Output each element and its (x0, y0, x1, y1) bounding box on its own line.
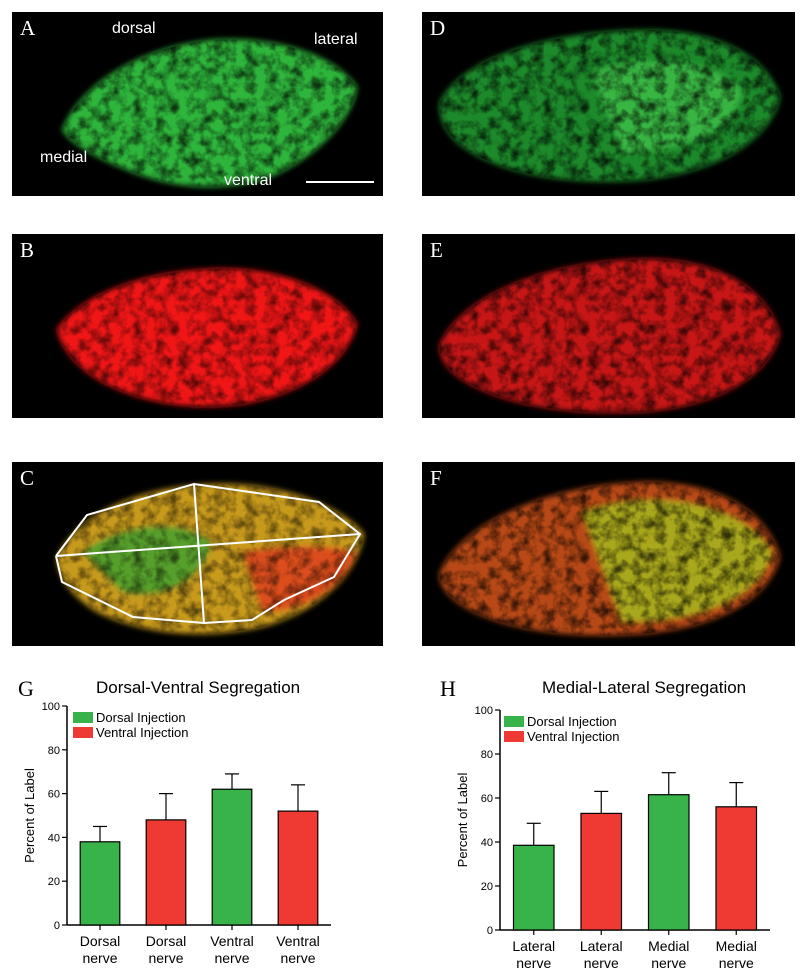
segmentation-outline (55, 482, 362, 625)
bar (145, 819, 187, 926)
y-tick-label: 40 (48, 832, 60, 844)
bar (79, 841, 121, 926)
x-tick-label: nerve (584, 955, 619, 971)
chart-h-letter: H (440, 676, 456, 701)
panel-c-image (55, 482, 364, 634)
x-tick-label: Ventral (276, 933, 320, 949)
legend-label: Ventral Injection (96, 725, 189, 740)
chart-g-letter: G (18, 676, 34, 701)
bar (715, 806, 758, 931)
y-tick-label: 40 (481, 837, 493, 849)
x-tick-label: Dorsal (146, 933, 186, 949)
panel-c: C (12, 462, 383, 646)
y-tick-label: 100 (42, 701, 60, 713)
bar (512, 844, 555, 931)
y-tick-label: 20 (48, 876, 60, 888)
panel-e-letter: E (430, 238, 443, 262)
y-tick-label: 20 (481, 881, 493, 893)
x-tick-label: nerve (280, 950, 315, 966)
panel-d: D (422, 12, 795, 196)
x-tick-label: nerve (214, 950, 249, 966)
dorsal-label: dorsal (112, 20, 156, 37)
x-tick-label: Lateral (580, 938, 623, 954)
y-tick-label: 0 (487, 925, 493, 937)
ventral-label: ventral (224, 172, 273, 189)
x-tick-label: nerve (719, 955, 754, 971)
y-tick-label: 80 (48, 745, 60, 757)
x-tick-label: nerve (516, 955, 551, 971)
y-tick-label: 60 (481, 793, 493, 805)
x-tick-label: Dorsal (80, 933, 120, 949)
panel-a-letter: A (20, 16, 36, 40)
bar (580, 812, 623, 931)
x-tick-label: Medial (648, 938, 689, 954)
y-tick-label: 100 (475, 705, 493, 717)
y-axis-label: Percent of Label (455, 773, 470, 868)
panel-a-dorsal-label: A dorsal lateral medial ventral (12, 12, 383, 196)
legend-swatch (73, 727, 93, 738)
panel-a-image (62, 39, 374, 187)
legend-swatch (73, 712, 93, 723)
panel-b: B (12, 234, 383, 418)
bar (277, 810, 319, 926)
x-tick-label: nerve (82, 950, 117, 966)
y-tick-label: 80 (481, 749, 493, 761)
x-tick-label: Medial (716, 938, 757, 954)
chart-g: G Dorsal-Ventral Segregation 0 20 40 60 80 10… (0, 670, 400, 980)
legend-label: Dorsal Injection (96, 710, 186, 725)
legend-swatch (504, 716, 524, 727)
chart-g-title: Dorsal-Ventral Segregation (96, 678, 301, 697)
panel-f: F (422, 462, 795, 646)
x-tick-label: Ventral (210, 933, 254, 949)
panel-e: E (422, 234, 795, 418)
legend-swatch (504, 731, 524, 742)
panel-d-image (439, 30, 780, 182)
panel-e-image (439, 259, 780, 413)
legend-label: Dorsal Injection (527, 714, 617, 729)
y-axis-label: Percent of Label (22, 768, 37, 863)
panel-f-letter: F (430, 466, 442, 490)
legend-label: Ventral Injection (527, 729, 620, 744)
chart-h-title: Medial-Lateral Segregation (542, 678, 747, 697)
bar (647, 794, 690, 931)
x-tick-label: nerve (651, 955, 686, 971)
y-tick-label: 60 (48, 789, 60, 801)
chart-h: H Medial-Lateral Segregation 0 20 40 60 80 10… (400, 670, 800, 980)
lateral-label: lateral (314, 31, 358, 48)
panel-b-image (57, 268, 357, 407)
bar (211, 788, 253, 926)
x-tick-label: nerve (148, 950, 183, 966)
panel-d-letter: D (430, 16, 446, 40)
panel-b-letter: B (20, 238, 35, 262)
y-tick-label: 0 (54, 920, 60, 932)
panel-f-image (439, 482, 780, 636)
x-tick-label: Lateral (512, 938, 555, 954)
panel-c-letter: C (20, 466, 35, 490)
medial-label: medial (40, 149, 88, 166)
